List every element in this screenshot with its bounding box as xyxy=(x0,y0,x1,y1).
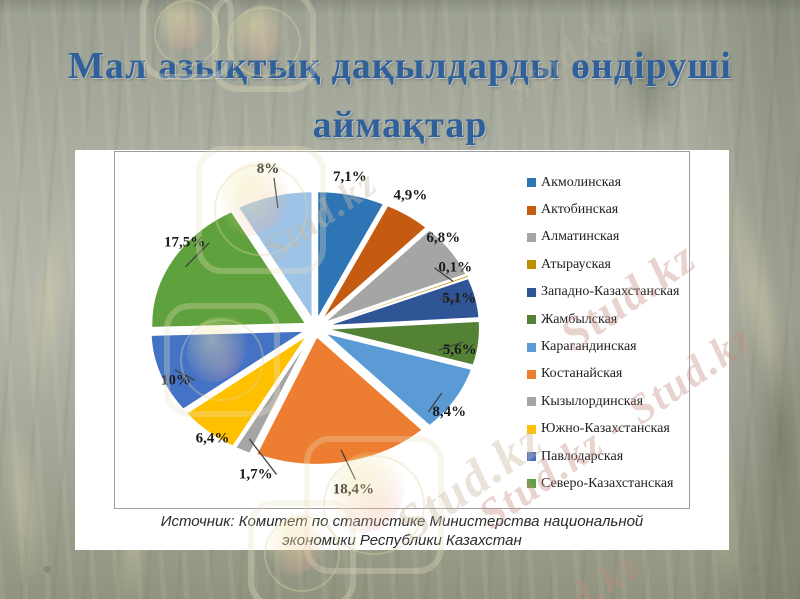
pie-slice-value-label: 18,4% xyxy=(333,482,374,498)
pie-slice-extra xyxy=(236,190,314,324)
pie-label-leader-line xyxy=(174,369,196,382)
slide-bullet-dot xyxy=(752,566,759,573)
pie-slice-value-label: 7,1% xyxy=(333,169,367,185)
pie-label-leader-line xyxy=(438,297,461,302)
legend-label: Западно-Казахстанская xyxy=(541,284,680,300)
legend-item: Алматинская xyxy=(527,224,687,251)
legend-label: Атырауская xyxy=(541,256,611,272)
pie-slice-Атырауская xyxy=(324,276,469,325)
legend-item: Кызылординская xyxy=(527,388,687,415)
wheat-shadow-decoration xyxy=(760,330,800,550)
pie-slice-value-label: 5,6% xyxy=(443,342,477,358)
pie-label-leader-line xyxy=(340,449,356,480)
legend-label: Северо-Казахстанская xyxy=(541,475,674,491)
pie-label-leader-line xyxy=(185,242,210,268)
legend-item: Северо-Казахстанская xyxy=(527,470,687,497)
pie-slice-value-label: 5,1% xyxy=(442,290,476,306)
source-line1: Источник: Комитет по статистике Министер… xyxy=(160,513,644,530)
slide-bullet-dot xyxy=(44,566,51,573)
title-line2: аймақтар xyxy=(312,104,488,147)
legend-label: Павлодарская xyxy=(541,448,624,464)
legend-label: Жамбылская xyxy=(541,311,618,327)
pie-slice-value-label: 0,1% xyxy=(438,260,472,276)
pie-slice-Южно-Казахстанская xyxy=(184,333,310,448)
legend-swatch-icon xyxy=(527,205,536,215)
legend-swatch-icon xyxy=(527,479,536,489)
legend-item: Южно-Казахстанская xyxy=(527,416,687,443)
legend-label: Южно-Казахстанская xyxy=(541,421,670,437)
legend-swatch-icon xyxy=(527,178,536,188)
pie-slice-value-label: 1,7% xyxy=(239,467,273,483)
pie-slice-value-label: 6,8% xyxy=(426,230,460,246)
legend-label: Алматинская xyxy=(541,229,620,245)
legend-label: Карагандинская xyxy=(541,339,637,355)
legend-swatch-icon xyxy=(527,369,536,379)
pie-slice-Акмолинская xyxy=(316,190,386,324)
pie-slice-Западно-Казахстанская xyxy=(324,276,481,328)
legend-item: Западно-Казахстанская xyxy=(527,279,687,306)
source-line2: экономики Республики Казахстан xyxy=(282,532,522,549)
legend-label: Актобинская xyxy=(541,202,619,218)
legend-swatch-icon xyxy=(527,452,536,462)
legend-swatch-icon xyxy=(527,397,536,407)
legend-item: Актобинская xyxy=(527,196,687,223)
legend-swatch-icon xyxy=(527,260,536,270)
pie-chart: 7,1% 4,9% 6,8% 0,1% 5,1% 5,6% 8,4% 18,4% 1,7% 6,4… xyxy=(149,161,481,498)
title-line1: Мал азықтық дақылдарды өндіруші xyxy=(68,45,732,88)
legend-item: Павлодарская xyxy=(527,443,687,470)
legend-label: Кызылординская xyxy=(541,393,644,409)
legend-item: Жамбылская xyxy=(527,306,687,333)
pie-slice-value-label: 4,9% xyxy=(393,188,427,204)
pie-slice-Кызылординская xyxy=(233,334,312,456)
pie-slice-value-label: 17,5% xyxy=(164,235,205,251)
pie-slice-Жамбылская xyxy=(324,319,481,367)
source-note: Источник: Комитет по статистике Министер… xyxy=(75,512,729,550)
legend-item: Карагандинская xyxy=(527,333,687,360)
pie-slice-Костанайская xyxy=(254,334,425,466)
pie-slice-Северо-Казахстанская xyxy=(150,209,309,329)
legend-item: Акмолинская xyxy=(527,169,687,196)
pie-slice-value-label: 8% xyxy=(257,161,280,177)
chart-panel: 7,1% 4,9% 6,8% 0,1% 5,1% 5,6% 8,4% 18,4% 1,7% 6,4… xyxy=(75,150,729,550)
chart-box: 7,1% 4,9% 6,8% 0,1% 5,1% 5,6% 8,4% 18,4% 1,7% 6,4… xyxy=(114,151,690,509)
legend-item: Костанайская xyxy=(527,361,687,388)
legend-swatch-icon xyxy=(527,424,536,434)
legend-swatch-icon xyxy=(527,232,536,242)
chart-legend: Акмолинская Актобинская Алматинская Атыраус… xyxy=(527,169,687,498)
pie-slice-Павлодарская xyxy=(149,329,310,411)
legend-label: Акмолинская xyxy=(541,174,622,190)
legend-swatch-icon xyxy=(527,287,536,297)
pie-slice-value-label: 8,4% xyxy=(432,404,466,420)
legend-label: Костанайская xyxy=(541,366,623,382)
pie-slice-value-label: 6,4% xyxy=(196,430,230,446)
slide-title: Мал азықтық дақылдарды өндіруші аймақтар xyxy=(0,37,800,155)
pie-label-leader-line xyxy=(433,267,454,282)
pie-label-leader-line xyxy=(273,177,279,209)
pie-slice-Алматинская xyxy=(322,228,469,325)
pie-slice-Актобинская xyxy=(319,203,429,322)
wheat-ear-decoration xyxy=(0,408,50,592)
pie-label-leader-line xyxy=(438,341,464,351)
legend-item: Атырауская xyxy=(527,251,687,278)
pie-slice-value-label: 10% xyxy=(161,372,191,388)
pie-label-leader-line xyxy=(427,392,443,413)
wheat-ear-decoration xyxy=(18,188,80,412)
pie-label-leader-line xyxy=(248,438,278,475)
legend-swatch-icon xyxy=(527,342,536,352)
legend-swatch-icon xyxy=(527,315,536,325)
